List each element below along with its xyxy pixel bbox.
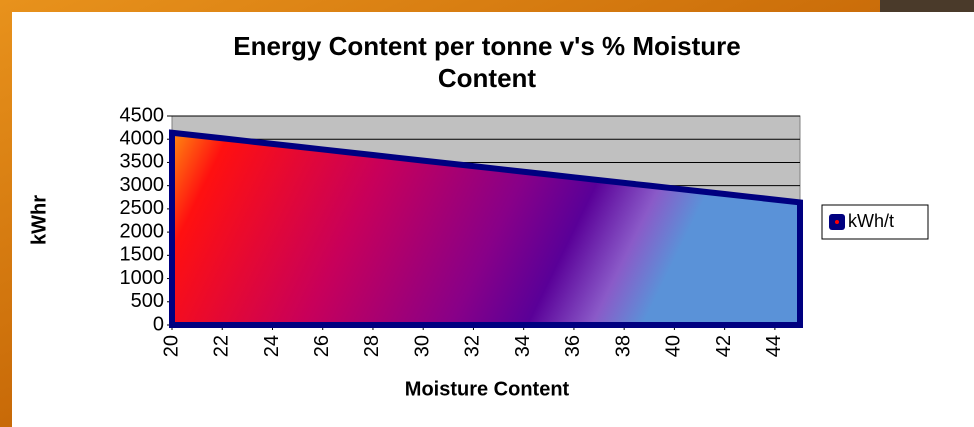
- x-tick-label: 32: [462, 335, 484, 357]
- y-tick-label: 1500: [120, 244, 165, 266]
- x-axis-label: Moisture Content: [405, 378, 570, 400]
- y-tick-label: 500: [131, 290, 164, 312]
- x-tick-label: 30: [411, 335, 433, 357]
- y-tick-label: 2000: [120, 220, 165, 242]
- y-axis-label: kWhr: [28, 195, 50, 245]
- x-tick-label: 26: [311, 335, 333, 357]
- y-tick-label: 3000: [120, 174, 165, 196]
- legend-dot: [835, 220, 839, 224]
- x-tick-label: 28: [361, 335, 383, 357]
- x-tick-label: 36: [562, 335, 584, 357]
- y-tick-label: 4000: [120, 128, 165, 150]
- x-tick-label: 40: [663, 335, 685, 357]
- area: [169, 129, 803, 328]
- x-tick-label: 24: [261, 335, 283, 357]
- x-tick-label: 34: [512, 335, 534, 357]
- chart-title: Energy Content per tonne v's % Moisture …: [233, 31, 741, 93]
- x-tick-label: 38: [612, 335, 634, 357]
- photo: [880, 0, 974, 14]
- y-tick-label: 2500: [120, 197, 165, 219]
- y-tick-label: 4500: [120, 104, 165, 126]
- legend-label: kWh/t: [848, 211, 894, 231]
- y-tick-label: 0: [153, 313, 164, 335]
- x-tick-label: 42: [713, 335, 735, 357]
- y-tick-label: 3500: [120, 151, 165, 173]
- x-tick-label: 44: [763, 335, 785, 357]
- x-tick-label: 22: [211, 335, 233, 357]
- x-tick-label: 20: [160, 335, 182, 357]
- y-tick-label: 1000: [120, 267, 165, 289]
